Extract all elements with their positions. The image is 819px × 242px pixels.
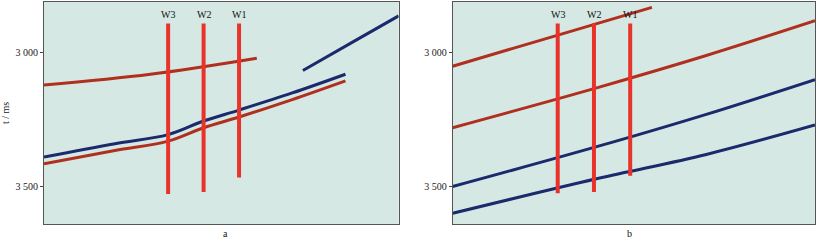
svg-text:3 000: 3 000 bbox=[424, 47, 447, 58]
svg-text:W1: W1 bbox=[232, 9, 246, 20]
svg-text:W1: W1 bbox=[623, 9, 637, 20]
svg-text:W2: W2 bbox=[197, 9, 211, 20]
svg-text:3 000: 3 000 bbox=[16, 47, 39, 58]
svg-text:3 500: 3 500 bbox=[16, 181, 39, 192]
svg-text:W2: W2 bbox=[587, 9, 601, 20]
svg-text:3 500: 3 500 bbox=[424, 181, 447, 192]
svg-text:b: b bbox=[627, 228, 632, 239]
svg-text:W3: W3 bbox=[161, 9, 175, 20]
svg-text:a: a bbox=[223, 228, 228, 239]
svg-text:W3: W3 bbox=[551, 9, 565, 20]
svg-text:t / ms: t / ms bbox=[0, 102, 11, 124]
